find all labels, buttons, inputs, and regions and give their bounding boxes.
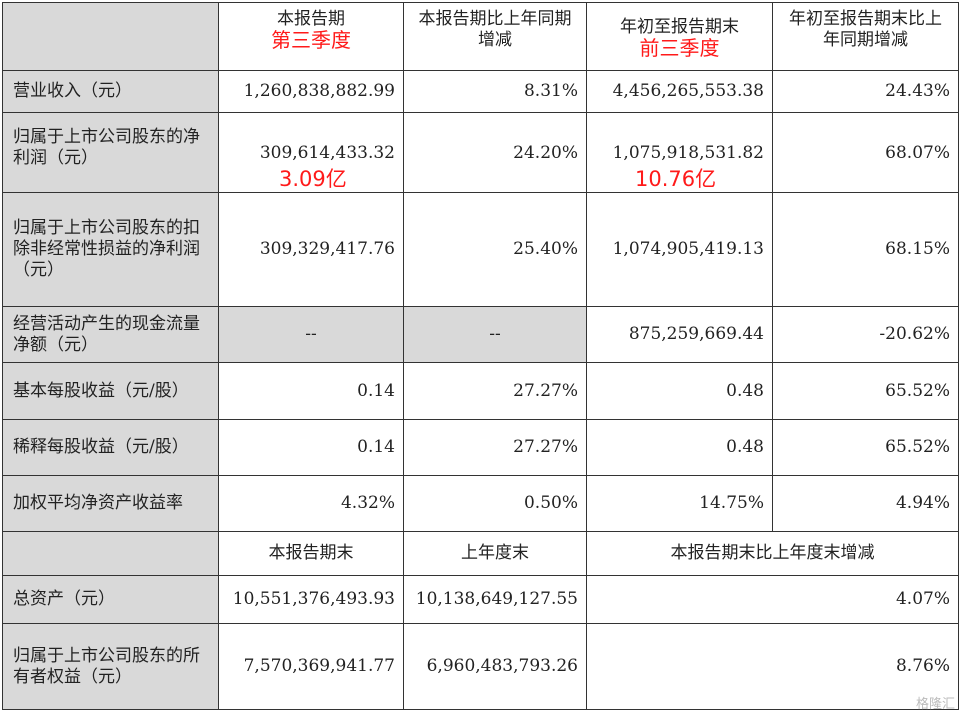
table-row: 归属于上市公司股东的扣除非经常性损益的净利润（元） 309,329,417.76… xyxy=(2,192,959,307)
cell-value: 1,075,918,531.82 10.76亿 xyxy=(586,112,773,193)
table-row: 经营活动产生的现金流量净额（元） -- -- 875,259,669.44 -2… xyxy=(2,306,959,363)
cell-value: 68.15% xyxy=(772,192,959,307)
annotation-third-quarter: 第三季度 xyxy=(271,28,351,52)
cell-value: 0.14 xyxy=(218,419,404,476)
cell-value: 27.27% xyxy=(403,419,587,476)
table-row: 加权平均净资产收益率 4.32% 0.50% 14.75% 4.94% xyxy=(2,475,959,532)
header-prior-year-end: 上年度末 xyxy=(403,531,587,576)
header-col1-text: 本报告期 xyxy=(277,9,345,29)
header-row: 本报告期 第三季度 本报告期比上年同期增减 年初至报告期末 前三季度 年初至报告… xyxy=(2,2,959,71)
row-label: 基本每股收益（元/股） xyxy=(2,362,219,420)
header-period-end-change: 本报告期末比上年度末增减 xyxy=(586,531,959,576)
cell-value: 7,570,369,941.77 xyxy=(218,623,404,710)
header-period-end: 本报告期末 xyxy=(218,531,404,576)
row-label: 加权平均净资产收益率 xyxy=(2,475,219,532)
table-row: 归属于上市公司股东的净利润（元） 309,614,433.32 3.09亿 24… xyxy=(2,112,959,193)
cell-value: 4.32% xyxy=(218,475,404,532)
corner-cell xyxy=(2,2,219,71)
header-row-2: 本报告期末 上年度末 本报告期末比上年度末增减 xyxy=(2,531,959,576)
cell-value: 24.43% xyxy=(772,70,959,113)
cell-value: 0.50% xyxy=(403,475,587,532)
cell-value: 8.31% xyxy=(403,70,587,113)
cell-value: 309,329,417.76 xyxy=(218,192,404,307)
cell-value: 68.07% xyxy=(772,112,959,193)
header-ytd: 年初至报告期末 前三季度 xyxy=(586,2,773,71)
cell-value: 4.07% xyxy=(586,575,959,624)
header-ytd-yoy-change: 年初至报告期末比上年同期增减 xyxy=(772,2,959,71)
cell-value: 6,960,483,793.26 xyxy=(403,623,587,710)
cell-value: -20.62% xyxy=(772,306,959,363)
table-row: 稀释每股收益（元/股） 0.14 27.27% 0.48 65.52% xyxy=(2,419,959,476)
cell-value: 1,260,838,882.99 xyxy=(218,70,404,113)
cell-value: 309,614,433.32 3.09亿 xyxy=(218,112,404,193)
row-label: 营业收入（元） xyxy=(2,70,219,113)
row-label: 归属于上市公司股东的扣除非经常性损益的净利润（元） xyxy=(2,192,219,307)
cell-value: 0.48 xyxy=(586,362,773,420)
cell-value: -- xyxy=(218,306,404,363)
cell-value: 65.52% xyxy=(772,362,959,420)
cell-value: 25.40% xyxy=(403,192,587,307)
row-label: 归属于上市公司股东的净利润（元） xyxy=(2,112,219,193)
cell-value: 10,551,376,493.93 xyxy=(218,575,404,624)
cell-value: 10,138,649,127.55 xyxy=(403,575,587,624)
cell-value: -- xyxy=(403,306,587,363)
cell-value: 8.76% xyxy=(586,623,959,710)
annotation-first-three-quarters: 前三季度 xyxy=(639,36,720,60)
cell-value: 14.75% xyxy=(586,475,773,532)
table-row: 营业收入（元） 1,260,838,882.99 8.31% 4,456,265… xyxy=(2,70,959,113)
cell-value: 4.94% xyxy=(772,475,959,532)
cell-value: 65.52% xyxy=(772,419,959,476)
cell-value: 0.14 xyxy=(218,362,404,420)
header-current-period: 本报告期 第三季度 xyxy=(218,2,404,71)
row-label: 归属于上市公司股东的所有者权益（元） xyxy=(2,623,219,710)
watermark: 格隆汇 xyxy=(915,697,955,712)
cell-value-text: 1,075,918,531.82 xyxy=(612,143,764,163)
cell-value: 27.27% xyxy=(403,362,587,420)
table-row: 基本每股收益（元/股） 0.14 27.27% 0.48 65.52% xyxy=(2,362,959,420)
row-label: 经营活动产生的现金流量净额（元） xyxy=(2,306,219,363)
row-label: 稀释每股收益（元/股） xyxy=(2,419,219,476)
row-label: 总资产（元） xyxy=(2,575,219,624)
table-row: 总资产（元） 10,551,376,493.93 10,138,649,127.… xyxy=(2,575,959,624)
header-col3-text: 年初至报告期末 xyxy=(620,17,739,37)
cell-value: 24.20% xyxy=(403,112,587,193)
table-row: 归属于上市公司股东的所有者权益（元） 7,570,369,941.77 6,96… xyxy=(2,623,959,710)
annotation-net-profit-q3: 3.09亿 xyxy=(279,167,347,191)
annotation-net-profit-ytd: 10.76亿 xyxy=(635,167,717,191)
header-yoy-change: 本报告期比上年同期增减 xyxy=(403,2,587,71)
cell-value: 1,074,905,419.13 xyxy=(586,192,773,307)
cell-value: 875,259,669.44 xyxy=(586,306,773,363)
cell-value-text: 309,614,433.32 xyxy=(259,143,395,163)
corner-cell-2 xyxy=(2,531,219,576)
cell-value: 0.48 xyxy=(586,419,773,476)
cell-value: 4,456,265,553.38 xyxy=(586,70,773,113)
